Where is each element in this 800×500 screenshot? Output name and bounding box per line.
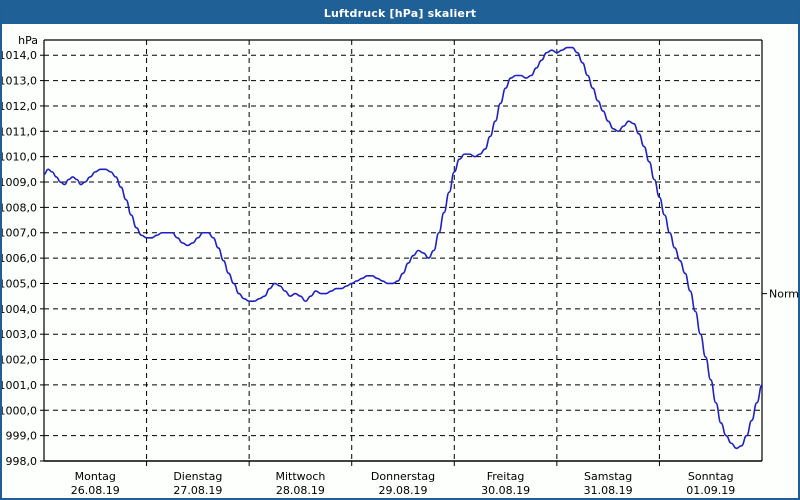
chart-canvas: 1014,0 1013,0 1012,0 1011,0 1010,0 1009,0 1008… (2, 24, 798, 498)
window-title-bar: Luftdruck [hPa] skaliert (2, 2, 798, 24)
vertical-gridlines (146, 40, 660, 461)
x-tick-day-label: Mittwoch (275, 470, 325, 483)
y-tick-label: 998,0 (6, 455, 38, 468)
y-tick-label: 1008,0 (2, 201, 37, 214)
y-tick-label: 1003,0 (2, 328, 37, 341)
x-tick-day-label: Sonntag (688, 470, 734, 483)
y-tick-label: 1005,0 (2, 277, 37, 290)
y-axis-ticks: 1014,0 1013,0 1012,0 1011,0 1010,0 1009,0 1008… (2, 49, 44, 468)
x-tick-date-label: 27.08.19 (173, 484, 222, 497)
y-axis-unit-label: hPa (18, 34, 38, 47)
y-tick-label: 1011,0 (2, 125, 37, 138)
y-tick-label: 1006,0 (2, 252, 37, 265)
series-line-luftdruck (43, 46, 763, 450)
x-tick-day-label: Donnerstag (371, 470, 435, 483)
x-tick-date-label: 01.09.19 (686, 484, 735, 497)
y-tick-label: 1013,0 (2, 75, 37, 88)
x-tick-date-label: 28.08.19 (276, 484, 325, 497)
x-tick-day-label: Samstag (584, 470, 632, 483)
y-tick-label: 1002,0 (2, 354, 37, 367)
y-tick-label: 1012,0 (2, 100, 37, 113)
y-tick-label: 999,0 (6, 430, 38, 443)
normal-marker-label: Normal (769, 288, 798, 301)
normal-marker: Normal (762, 288, 798, 301)
x-tick-date-label: 26.08.19 (71, 484, 120, 497)
x-tick-day-label: Montag (75, 470, 116, 483)
plot-frame (43, 39, 763, 462)
y-tick-label: 1010,0 (2, 151, 37, 164)
chart-background (2, 24, 798, 498)
y-tick-label: 1004,0 (2, 303, 37, 316)
x-tick-date-label: 29.08.19 (379, 484, 428, 497)
series-luftdruck (43, 46, 763, 450)
y-tick-label: 1007,0 (2, 227, 37, 240)
pressure-line-chart: 1014,0 1013,0 1012,0 1011,0 1010,0 1009,0 1008… (2, 24, 798, 498)
x-tick-day-label: Freitag (487, 470, 525, 483)
y-tick-label: 1001,0 (2, 379, 37, 392)
x-tick-date-label: 30.08.19 (481, 484, 530, 497)
y-tick-label: 1000,0 (2, 404, 37, 417)
y-tick-label: 1014,0 (2, 49, 37, 62)
x-tick-day-label: Dienstag (173, 470, 222, 483)
x-tick-date-label: 31.08.19 (584, 484, 633, 497)
page-title: Luftdruck [hPa] skaliert (323, 6, 477, 20)
y-tick-label: 1009,0 (2, 176, 37, 189)
